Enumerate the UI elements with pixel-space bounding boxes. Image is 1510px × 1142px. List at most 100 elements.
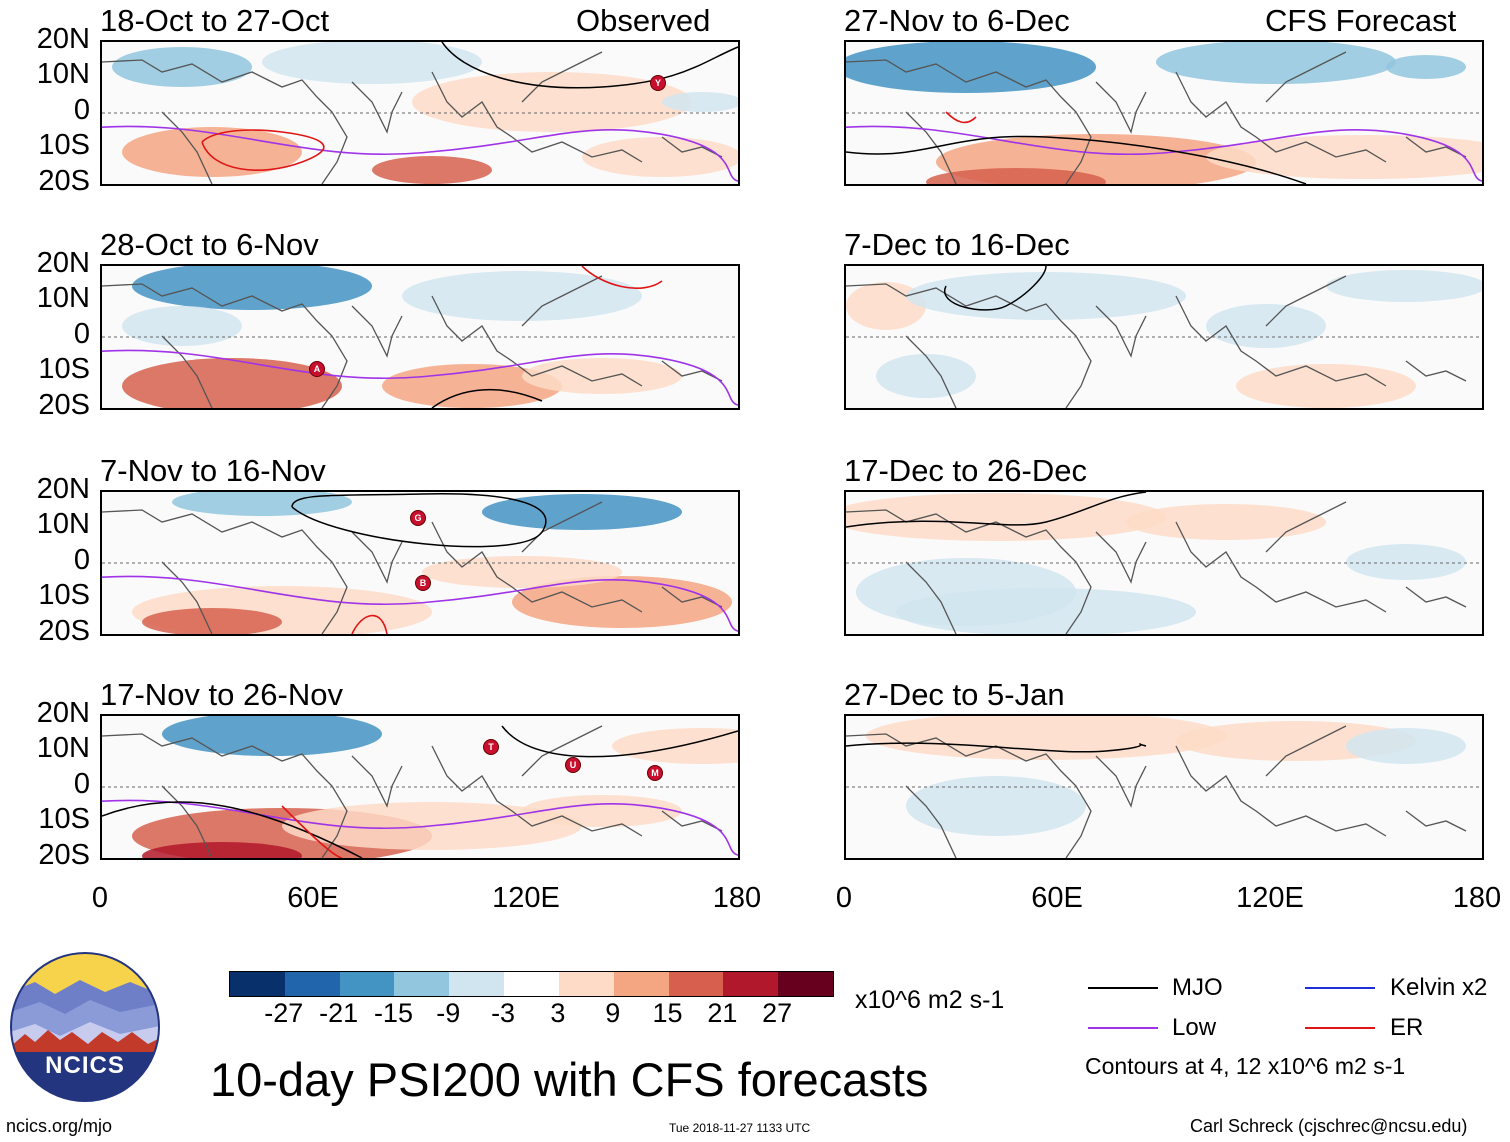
anomaly-shading [926, 168, 1106, 184]
anomaly-shading [122, 306, 242, 346]
storm-marker: M [647, 765, 663, 781]
y-label: 0 [73, 94, 90, 126]
y-label: 10N [36, 58, 90, 90]
legend-line-mjo [1088, 987, 1158, 989]
footer-timestamp: Tue 2018-11-27 1133 UTC [669, 1121, 811, 1135]
er-contour [201, 129, 325, 171]
storm-marker: T [483, 739, 499, 755]
anomaly-shading [372, 156, 492, 184]
anomaly-shading [846, 282, 926, 330]
anomaly-shading [906, 272, 1186, 320]
anomaly-shading [896, 588, 1196, 634]
storm-marker: A [309, 361, 325, 377]
storm-marker: G [410, 510, 426, 526]
x-label: 0 [91, 882, 109, 914]
map-area: A [100, 264, 740, 410]
anomaly-shading [612, 728, 738, 764]
colorbar-label: -21 [319, 998, 359, 1028]
coastline [846, 725, 1467, 858]
storm-marker: Y [650, 75, 666, 91]
colorbar-units: x10^6 m2 s-1 [855, 986, 1005, 1014]
colorbar-label: 15 [652, 998, 683, 1028]
anomaly-shading [1126, 504, 1326, 540]
x-label: 60E [287, 882, 339, 914]
colorbar-swatch [449, 972, 506, 996]
coastline [846, 275, 1467, 408]
anomaly-shading [906, 776, 1086, 836]
colorbar-swatch [394, 972, 451, 996]
y-label: 20S [38, 839, 90, 871]
anomaly-shading [1156, 42, 1396, 84]
x-label: 180 [1452, 882, 1502, 914]
mjo-contour [943, 266, 1047, 311]
colorbar-swatch [339, 972, 396, 996]
colorbar-label: 9 [605, 998, 621, 1028]
legend-label-mjo: MJO [1172, 974, 1223, 1001]
y-label: 10S [38, 803, 90, 835]
low-contour [102, 575, 738, 632]
anomaly-shading [582, 137, 738, 177]
coastline [102, 725, 723, 858]
er-contour [945, 111, 977, 124]
anomaly-shading [522, 358, 682, 394]
panel-title: 7-Dec to 16-Dec [844, 227, 1070, 262]
legend-label-low: Low [1172, 1014, 1217, 1041]
colorbar-label: -15 [373, 998, 413, 1028]
colorbar-swatch [613, 972, 670, 996]
mjo-contour [102, 725, 738, 858]
panel-title: 27-Dec to 5-Jan [844, 677, 1065, 712]
colorbar-label: -27 [264, 998, 304, 1028]
anomaly-shading [412, 72, 692, 132]
coastline [102, 501, 723, 634]
y-label: 0 [73, 318, 90, 350]
y-label: 20S [38, 165, 90, 197]
panel-title: 7-Nov to 16-Nov [100, 453, 326, 488]
panel-title: 17-Dec to 26-Dec [844, 453, 1087, 488]
anomaly-shading [876, 354, 976, 398]
y-label: 10S [38, 579, 90, 611]
y-label: 20S [38, 389, 90, 421]
x-label: 60E [1031, 882, 1083, 914]
anomaly-shading [162, 716, 382, 756]
coastline [846, 51, 1467, 184]
anomaly-shading [512, 576, 732, 628]
anomaly-shading [662, 92, 738, 112]
panel-title: 27-Nov to 6-Dec [844, 3, 1070, 38]
mjo-contour [846, 135, 1307, 184]
y-label: 10S [38, 353, 90, 385]
anomaly-shading [1206, 135, 1482, 179]
storm-marker: B [415, 575, 431, 591]
anomaly-shading [122, 358, 342, 408]
colorbar-swatch [504, 972, 560, 996]
y-label: 20N [36, 23, 90, 55]
x-label: 120E [1236, 882, 1304, 914]
y-label: 20S [38, 615, 90, 647]
y-label: 10N [36, 732, 90, 764]
anomaly-shading [382, 364, 562, 408]
legend-label-kelvin: Kelvin x2 [1390, 974, 1488, 1001]
coastline [846, 501, 1467, 634]
colorbar-swatch [668, 972, 725, 996]
low-contour [102, 349, 738, 406]
panel-title: 17-Nov to 26-Nov [100, 677, 343, 712]
x-label: 180 [712, 882, 762, 914]
low-contour [846, 125, 1482, 182]
anomaly-shading [132, 266, 372, 310]
anomaly-shading [422, 556, 622, 588]
er-contour [281, 805, 343, 858]
anomaly-shading [1346, 728, 1466, 764]
footer-credit: Carl Schreck (cjschrec@ncsu.edu) [1190, 1116, 1468, 1136]
panel-tag: Observed [576, 3, 711, 38]
mjo-contour [431, 388, 543, 408]
map-area [844, 490, 1484, 636]
map-area: T U M [100, 714, 740, 860]
colorbar-label: -9 [436, 998, 461, 1028]
anomaly-shading [1236, 364, 1416, 408]
x-label: 0 [835, 882, 853, 914]
map-area: Y [100, 40, 740, 186]
y-label: 10N [36, 282, 90, 314]
y-label: 0 [73, 768, 90, 800]
anomaly-shading [1326, 270, 1482, 302]
colorbar-swatch [284, 972, 341, 996]
footer-url[interactable]: ncics.org/mjo [6, 1116, 113, 1136]
